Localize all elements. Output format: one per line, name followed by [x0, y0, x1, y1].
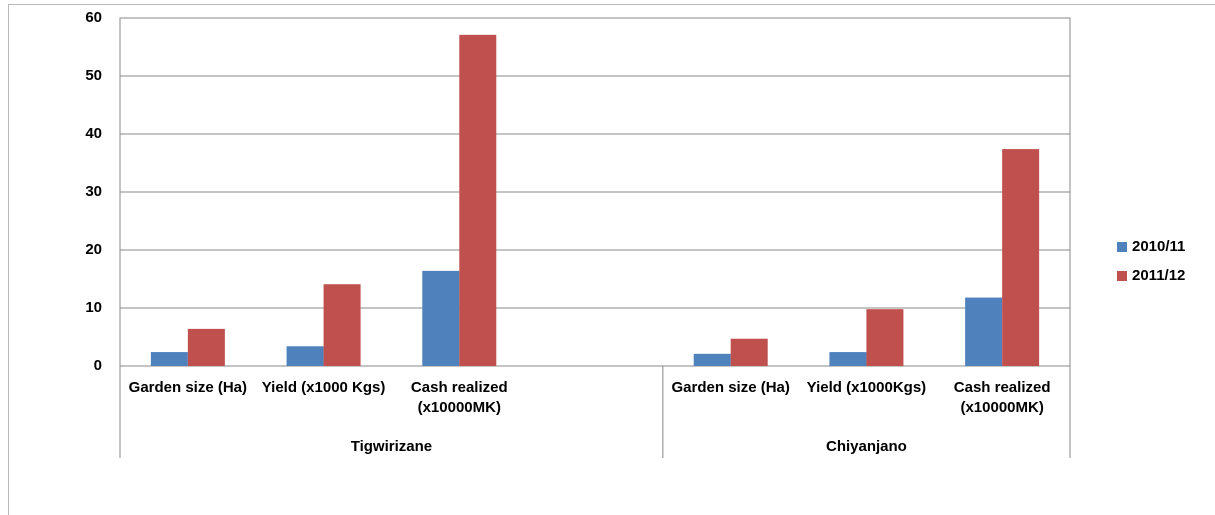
y-tick-label: 50	[85, 67, 102, 84]
bar	[459, 34, 497, 366]
bar	[422, 270, 460, 366]
bar	[1002, 149, 1040, 366]
chart-border	[8, 4, 1215, 515]
y-tick-label: 20	[85, 241, 102, 258]
bar	[693, 353, 731, 366]
bar	[187, 328, 225, 366]
bar	[150, 352, 188, 366]
x-tick-label: Cash realized (x10000MK)	[953, 379, 1051, 416]
x-tick-label: Cash realized (x10000MK)	[410, 379, 508, 416]
x-tick-label: Yield (x1000Kgs)	[806, 379, 927, 396]
x-tick-label: Garden size (Ha)	[671, 379, 790, 396]
x-tick-label: Garden size (Ha)	[128, 379, 248, 396]
bar	[323, 284, 361, 366]
legend-label: 2010/11	[1132, 238, 1185, 255]
y-tick-label: 30	[85, 183, 102, 200]
bar	[829, 352, 867, 366]
y-tick-label: 10	[85, 299, 102, 316]
y-tick-label: 60	[85, 9, 102, 26]
group-label: Tigwirizane	[350, 438, 433, 455]
legend-label: 2011/12	[1132, 267, 1185, 284]
x-tick-label: Yield (x1000 Kgs)	[261, 379, 386, 396]
plot-border	[119, 17, 1071, 367]
legend-swatch	[1117, 271, 1127, 281]
y-tick-label: 40	[85, 125, 102, 142]
y-tick-label: 0	[94, 357, 102, 374]
group-label: Chiyanjano	[825, 438, 907, 455]
legend-swatch	[1117, 242, 1127, 252]
bar	[286, 346, 324, 366]
bar	[965, 297, 1003, 366]
bar	[866, 309, 904, 366]
bar	[730, 338, 768, 366]
